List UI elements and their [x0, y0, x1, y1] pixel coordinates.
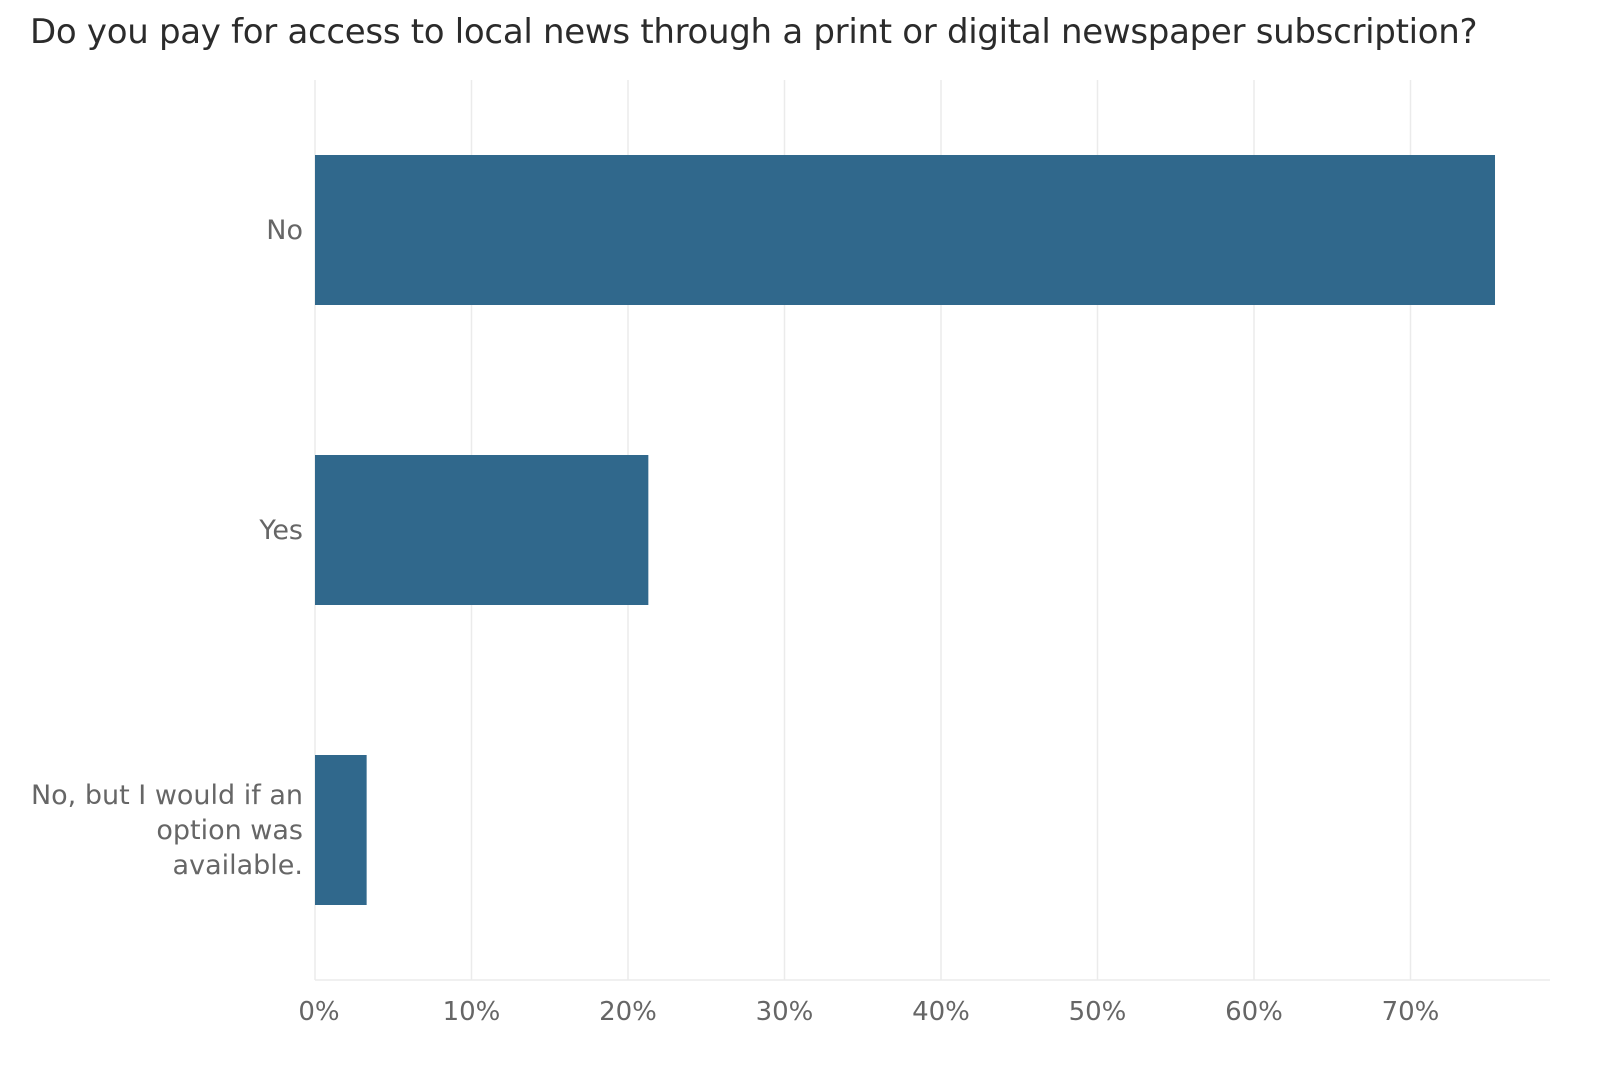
bar: [315, 755, 367, 905]
x-tick-label: 0%: [298, 997, 339, 1027]
x-tick-label: 40%: [912, 997, 970, 1027]
bar: [315, 455, 649, 605]
category-label: No, but I would if an: [31, 780, 303, 811]
category-label: option was: [156, 815, 303, 846]
x-axis-tick-labels: 0% 10% 20% 30% 40% 50% 60% 70%: [298, 997, 1439, 1027]
x-tick-label: 60%: [1225, 997, 1283, 1027]
x-tick-label: 30%: [756, 997, 814, 1027]
x-tick-label: 70%: [1382, 997, 1440, 1027]
category-labels: No Yes No, but I would if an option was avai…: [31, 215, 303, 881]
category-label: available.: [173, 850, 303, 881]
bars: [315, 155, 1496, 905]
x-tick-label: 50%: [1069, 997, 1127, 1027]
bar: [315, 155, 1496, 305]
category-label: No: [266, 215, 303, 246]
x-tick-label: 10%: [443, 997, 501, 1027]
chart-title: Do you pay for access to local news thro…: [30, 12, 1478, 52]
x-tick-label: 20%: [599, 997, 657, 1027]
category-label: Yes: [258, 515, 303, 546]
